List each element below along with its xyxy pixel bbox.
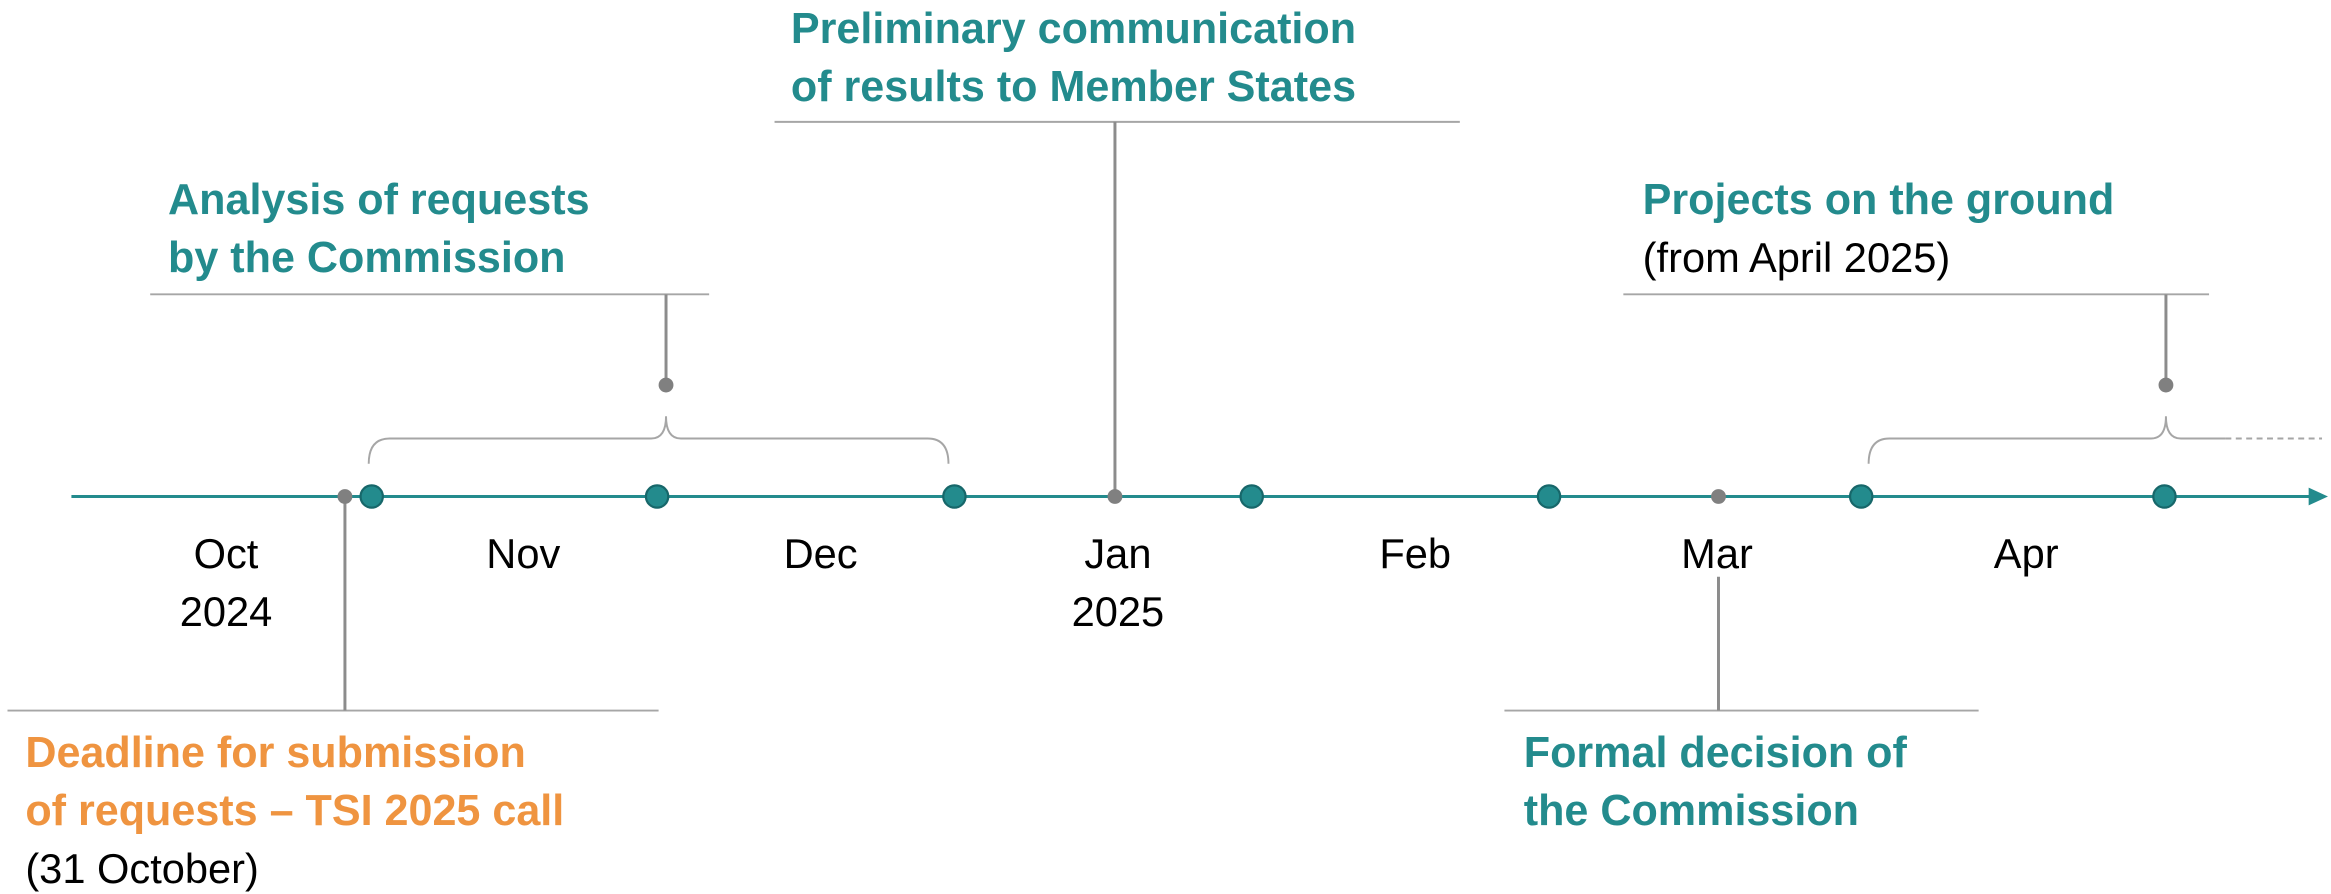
- axis-arrow: [2308, 487, 2328, 506]
- month-label: Mar: [1681, 530, 1753, 577]
- event-title: Analysis of requests: [168, 176, 590, 224]
- month-label: Apr: [1994, 530, 2059, 577]
- event-title: of requests – TSI 2025 call: [25, 787, 564, 835]
- event-title: of results to Member States: [791, 63, 1356, 111]
- event-title: by the Commission: [168, 234, 565, 282]
- event-title: the Commission: [1524, 787, 1859, 835]
- month-label: Oct: [194, 530, 259, 577]
- event-note: (31 October): [25, 845, 259, 892]
- year-label: 2024: [180, 588, 273, 635]
- event-title: Formal decision of: [1524, 729, 1908, 777]
- month-label: Feb: [1379, 530, 1451, 577]
- year-label: 2025: [1072, 588, 1165, 635]
- event-title: Preliminary communication: [791, 5, 1356, 53]
- event-title: Projects on the ground: [1643, 176, 2115, 224]
- month-label: Dec: [784, 530, 858, 577]
- month-label: Nov: [486, 530, 560, 577]
- connectors: [7, 120, 2323, 712]
- event-note: (from April 2025): [1643, 234, 1951, 281]
- milestone-dots: [359, 484, 2177, 509]
- month-label: Jan: [1084, 530, 1151, 577]
- small-dots: [337, 377, 2174, 504]
- event-title: Deadline for submission: [25, 729, 525, 777]
